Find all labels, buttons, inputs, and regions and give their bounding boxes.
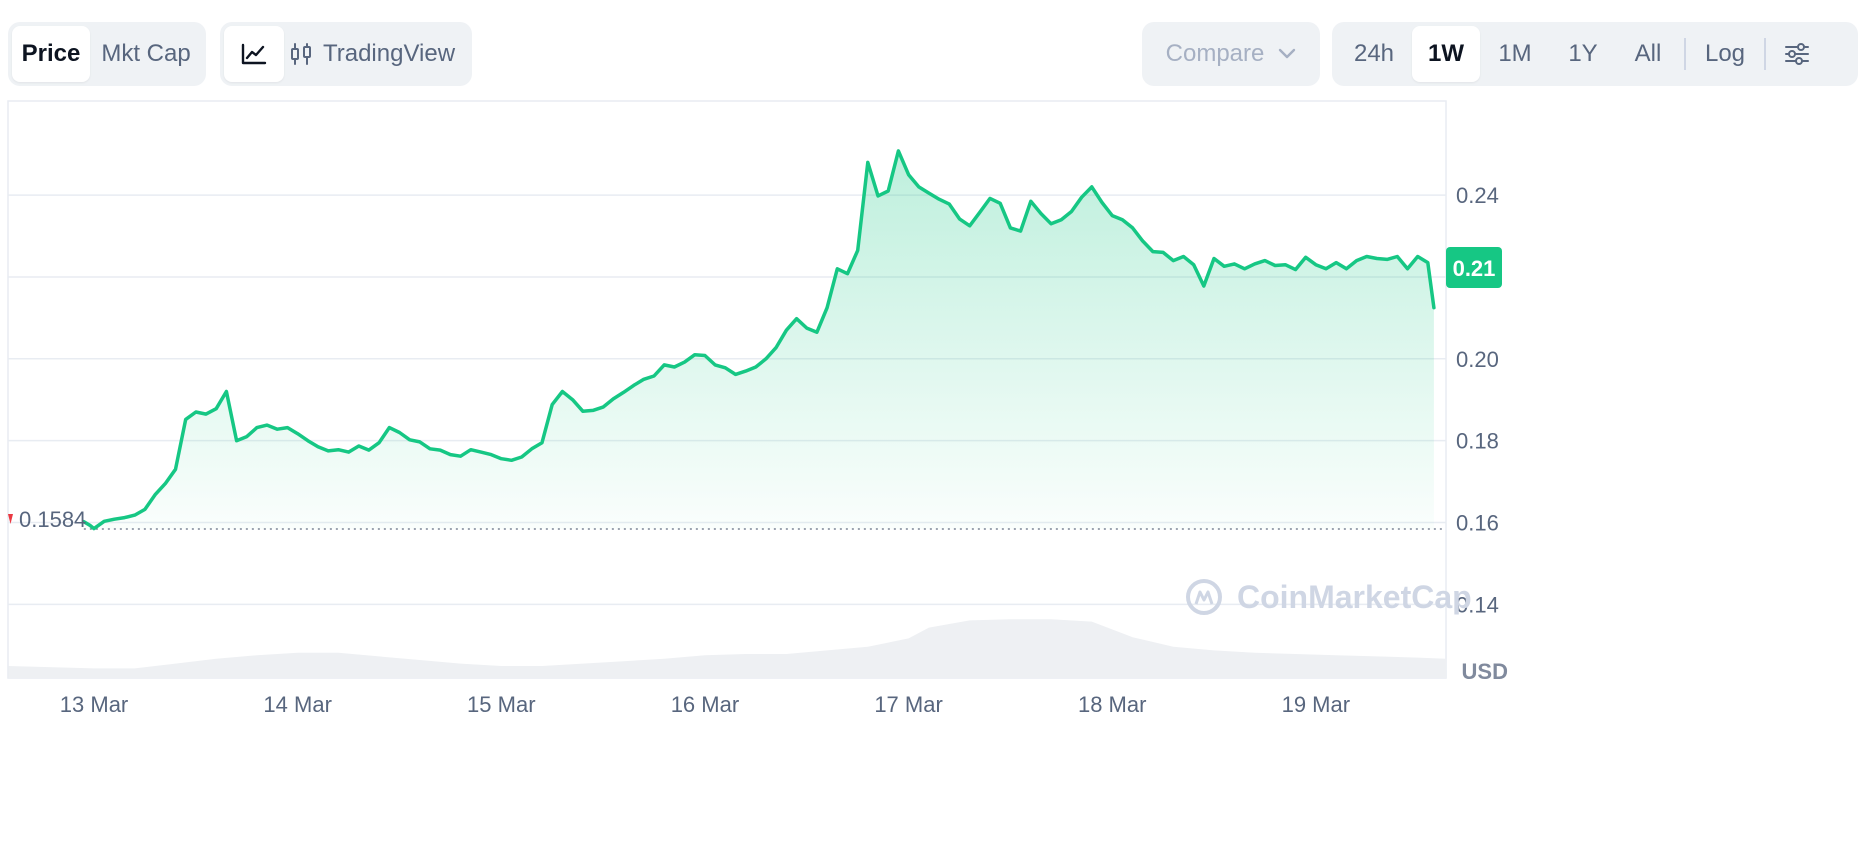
log-scale-toggle[interactable]: Log xyxy=(1704,40,1746,67)
current-price-tag xyxy=(1446,247,1502,288)
volume-bars xyxy=(8,619,1447,678)
tradingview-label: TradingView xyxy=(322,40,456,67)
chart-type-tabs: Price Mkt Cap xyxy=(8,22,206,86)
time-range-tabs: 24h 1W 1M 1Y All Log xyxy=(1332,22,1858,86)
x-axis: 13 Mar 14 Mar 15 Mar 16 Mar 17 Mar 18 Mar 19 M… xyxy=(60,692,1350,717)
x-tick-label: 15 Mar xyxy=(467,692,535,717)
volume-area xyxy=(8,619,1447,678)
price-line xyxy=(82,149,1436,531)
y-axis: 0.14 0.16 0.18 0.20 0.24 xyxy=(1456,183,1499,617)
down-arrow-icon xyxy=(8,514,13,524)
y-tick-label: 0.16 xyxy=(1456,510,1499,535)
y-tick-label: 0.14 xyxy=(1456,592,1499,617)
line-chart-button[interactable] xyxy=(224,26,284,82)
x-tick-label: 18 Mar xyxy=(1078,692,1146,717)
line-chart-icon xyxy=(241,43,267,65)
x-tick-label: 13 Mar xyxy=(60,692,128,717)
price-area xyxy=(83,150,1434,529)
compare-label: Compare xyxy=(1165,40,1265,67)
divider xyxy=(1684,38,1686,70)
open-price-label: 0.1584 xyxy=(19,507,86,532)
current-price-label: 0.21 xyxy=(1453,256,1496,281)
tab-price[interactable]: Price xyxy=(12,26,90,82)
price-chart[interactable]: 0.1584 0.14 0.16 0.18 0.20 0.24 13 Mar 14 Mar… xyxy=(0,100,1866,858)
tab-mkt-cap[interactable]: Mkt Cap xyxy=(101,40,191,67)
tab-24h[interactable]: 24h xyxy=(1353,40,1395,67)
compare-dropdown[interactable]: Compare xyxy=(1142,22,1320,86)
tab-1m[interactable]: 1M xyxy=(1498,40,1532,67)
x-tick-label: 16 Mar xyxy=(671,692,739,717)
currency-label: USD xyxy=(1462,659,1508,684)
divider xyxy=(1764,38,1766,70)
y-tick-label: 0.24 xyxy=(1456,183,1499,208)
y-tick-label: 0.20 xyxy=(1456,347,1499,372)
tab-all[interactable]: All xyxy=(1634,40,1662,67)
tab-1w[interactable]: 1W xyxy=(1412,26,1480,82)
tab-1y[interactable]: 1Y xyxy=(1568,40,1598,67)
chevron-down-icon xyxy=(1278,48,1296,60)
x-tick-label: 19 Mar xyxy=(1282,692,1350,717)
x-tick-label: 17 Mar xyxy=(874,692,942,717)
y-tick-label: 0.18 xyxy=(1456,429,1499,454)
chart-settings-button[interactable] xyxy=(1770,26,1824,82)
watermark: CoinMarketCap xyxy=(1237,579,1472,615)
candlestick-icon xyxy=(289,42,313,66)
sliders-icon xyxy=(1784,42,1810,66)
tradingview-button[interactable]: TradingView xyxy=(284,26,460,82)
coinmarketcap-logo-icon xyxy=(1186,579,1222,615)
chart-view-tabs: TradingView xyxy=(220,22,472,86)
chart-toolbar: Price Mkt Cap TradingView Compare xyxy=(0,0,1866,100)
x-tick-label: 14 Mar xyxy=(263,692,331,717)
